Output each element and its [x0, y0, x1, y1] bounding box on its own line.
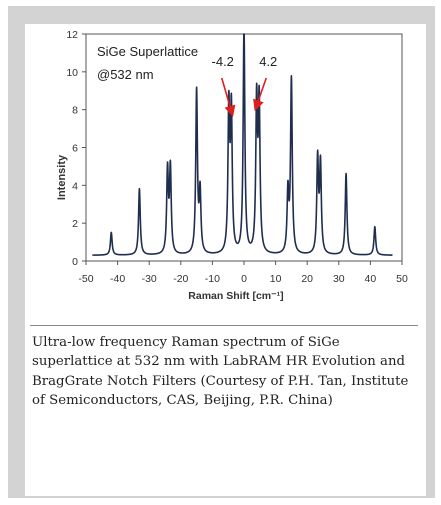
- peak-annotation-label: -4.2: [212, 54, 234, 69]
- figure-caption: Ultra-low frequency Raman spectrum of Si…: [32, 335, 409, 409]
- caption-divider: [30, 325, 418, 326]
- figure-frame: [8, 6, 435, 498]
- x-tick-label: 40: [365, 273, 377, 285]
- x-tick-label: 0: [241, 273, 247, 285]
- x-tick-label: 30: [333, 273, 345, 285]
- x-tick-label: -10: [205, 273, 220, 285]
- chart-title-line: SiGe Superlattice: [97, 44, 198, 59]
- y-tick-label: 4: [72, 180, 78, 192]
- x-tick-label: -50: [78, 273, 93, 285]
- x-tick-label: -30: [142, 273, 157, 285]
- x-tick-label: 50: [396, 273, 408, 285]
- y-tick-label: 6: [72, 143, 78, 155]
- y-axis-label: Intensity: [56, 154, 68, 200]
- x-tick-label: -20: [173, 273, 188, 285]
- y-tick-label: 8: [72, 105, 78, 117]
- x-axis-label: Raman Shift [cm⁻¹]: [188, 290, 283, 302]
- peak-annotation-arrow: [220, 77, 236, 117]
- spectrum-line: [91, 33, 394, 256]
- peak-annotation-label: 4.2: [259, 54, 277, 69]
- y-tick-label: 12: [66, 29, 78, 41]
- y-tick-label: 10: [66, 67, 78, 79]
- y-tick-label: 0: [72, 256, 78, 268]
- y-tick-label: 2: [72, 218, 78, 230]
- peak-annotation-arrow: [253, 77, 268, 112]
- x-tick-label: -40: [110, 273, 125, 285]
- figure-panel: [25, 24, 426, 496]
- x-tick-label: 10: [270, 273, 282, 285]
- x-tick-label: 20: [301, 273, 313, 285]
- chart-title-line: @532 nm: [97, 67, 154, 82]
